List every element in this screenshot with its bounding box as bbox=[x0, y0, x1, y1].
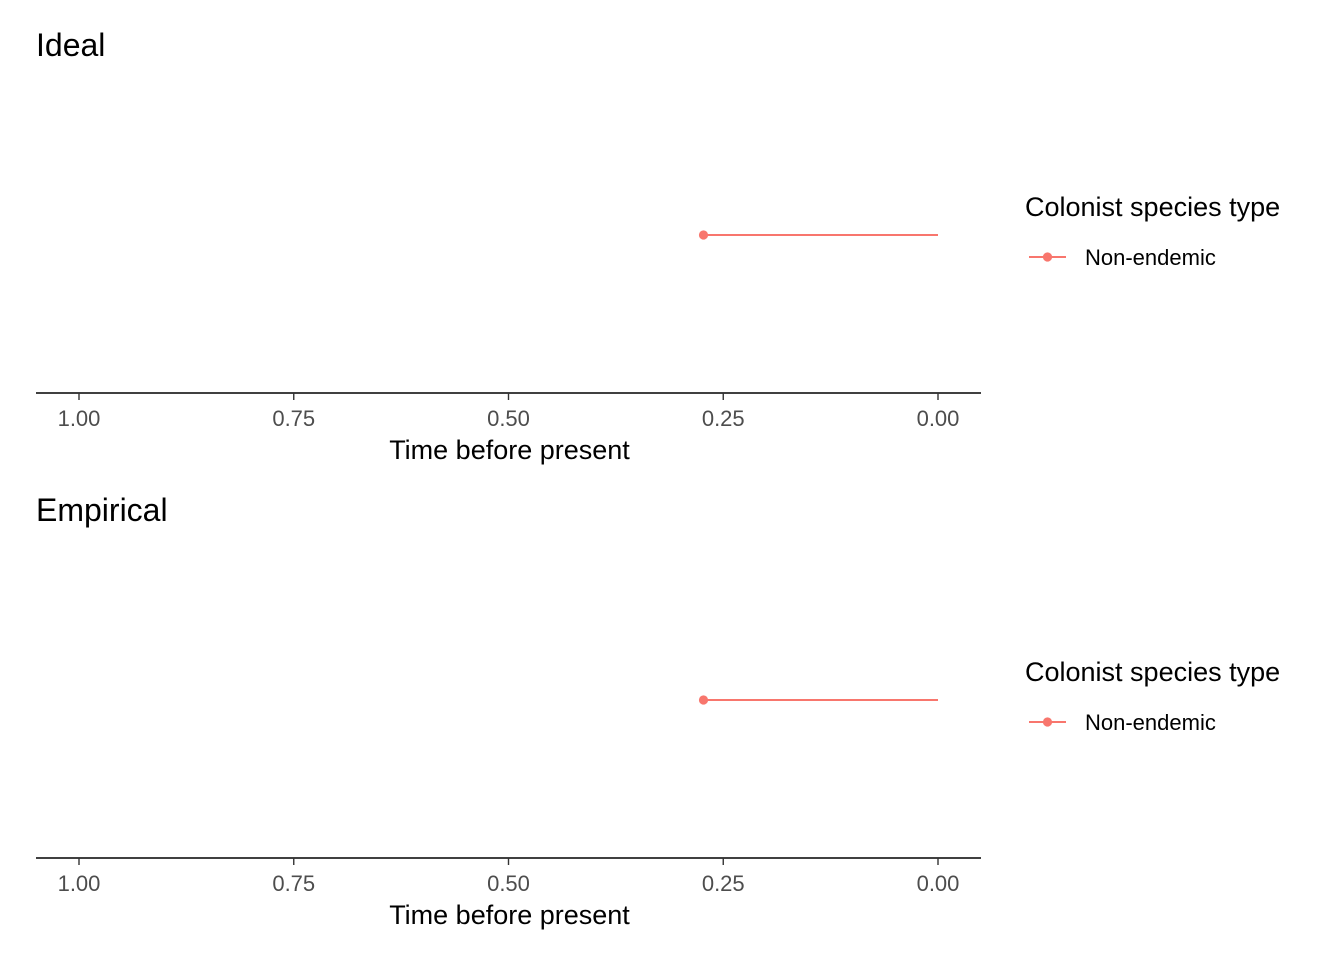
x-tick-label: 0.50 bbox=[487, 406, 530, 431]
chart-title: Ideal bbox=[36, 27, 105, 63]
x-tick-label: 0.00 bbox=[917, 871, 960, 896]
chart-title: Empirical bbox=[36, 492, 168, 528]
legend-key-point bbox=[1042, 717, 1053, 727]
x-axis-title: Time before present bbox=[389, 900, 630, 930]
x-axis-title: Time before present bbox=[389, 435, 630, 465]
colonisation-point bbox=[698, 695, 709, 705]
legend: Colonist species type Non-endemic bbox=[1025, 192, 1280, 270]
x-tick-label: 0.00 bbox=[917, 406, 960, 431]
legend-title: Colonist species type bbox=[1025, 657, 1280, 687]
colonisation-point bbox=[698, 230, 709, 240]
chart-panel-1: Ideal 1.00 0.75 0.50 0.25 0.00 Time before pre… bbox=[36, 27, 1280, 465]
legend-key-point bbox=[1042, 252, 1053, 262]
chart-panel-2: Empirical 1.00 0.75 0.50 0.25 0.00 Time before… bbox=[36, 492, 1280, 930]
x-tick-label: 0.75 bbox=[272, 406, 315, 431]
x-tick-label: 0.75 bbox=[272, 871, 315, 896]
x-tick-label: 0.25 bbox=[702, 406, 745, 431]
x-tick-label: 0.50 bbox=[487, 871, 530, 896]
x-tick-label: 1.00 bbox=[58, 871, 101, 896]
legend-title: Colonist species type bbox=[1025, 192, 1280, 222]
x-tick-label: 0.25 bbox=[702, 871, 745, 896]
x-tick-label: 1.00 bbox=[58, 406, 101, 431]
legend-label: Non-endemic bbox=[1085, 245, 1216, 270]
legend-label: Non-endemic bbox=[1085, 710, 1216, 735]
legend: Colonist species type Non-endemic bbox=[1025, 657, 1280, 735]
